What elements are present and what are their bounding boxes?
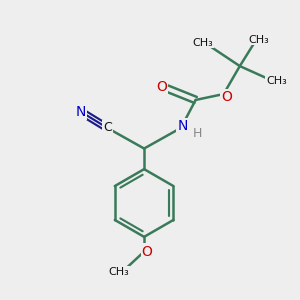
Text: CH₃: CH₃: [109, 267, 130, 277]
Text: O: O: [156, 80, 167, 94]
Text: C: C: [103, 122, 112, 134]
Text: O: O: [221, 90, 232, 104]
Text: CH₃: CH₃: [249, 34, 269, 45]
Text: H: H: [192, 127, 202, 140]
Text: N: N: [76, 105, 86, 119]
Text: CH₃: CH₃: [193, 38, 213, 47]
Text: N: N: [177, 119, 188, 134]
Text: O: O: [142, 244, 152, 259]
Text: CH₃: CH₃: [266, 76, 287, 86]
